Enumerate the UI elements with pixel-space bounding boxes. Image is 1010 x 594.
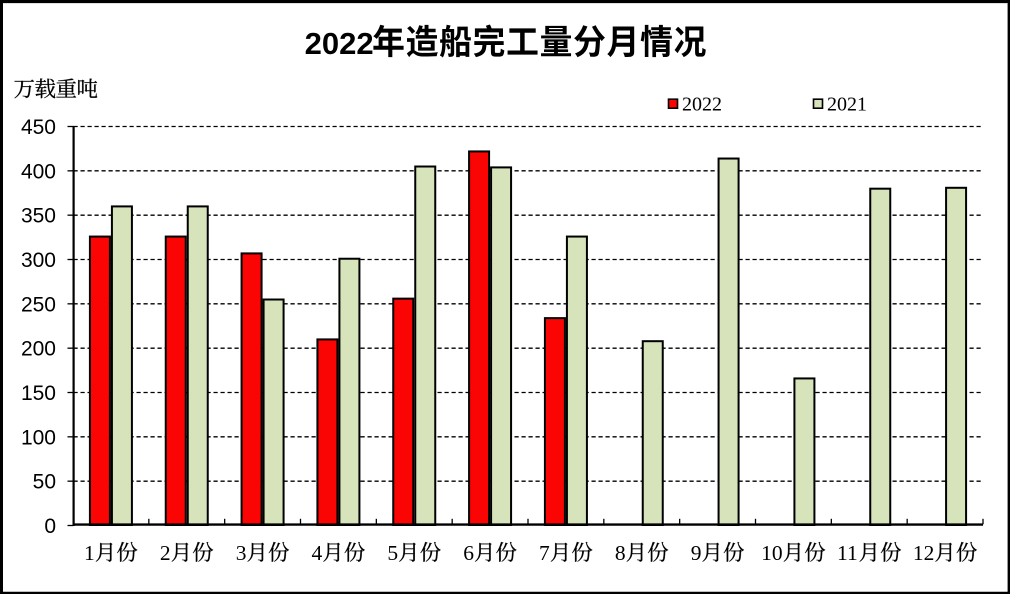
svg-text:8: 8 [615,541,626,565]
svg-text:150: 150 [21,382,56,405]
svg-text:200: 200 [21,338,56,361]
svg-text:100: 100 [21,426,56,449]
svg-text:1: 1 [84,541,95,565]
svg-text:5: 5 [387,541,398,565]
svg-text:6: 6 [463,541,474,565]
svg-text:12: 12 [913,541,935,565]
svg-text:450: 450 [21,116,56,139]
svg-text:250: 250 [21,293,56,316]
svg-text:2021: 2021 [827,94,867,116]
svg-text:2022: 2022 [682,94,722,116]
svg-text:11: 11 [837,541,858,565]
svg-text:2: 2 [160,541,171,565]
svg-text:300: 300 [21,249,56,272]
svg-text:10: 10 [761,541,783,565]
svg-text:0: 0 [44,515,56,538]
svg-text:9: 9 [691,541,702,565]
svg-text:400: 400 [21,160,56,183]
svg-text:7: 7 [539,541,550,565]
svg-text:3: 3 [236,541,247,565]
svg-text:50: 50 [33,471,56,494]
svg-text:350: 350 [21,205,56,228]
svg-text:2022: 2022 [305,26,374,61]
svg-text:4: 4 [312,541,323,565]
